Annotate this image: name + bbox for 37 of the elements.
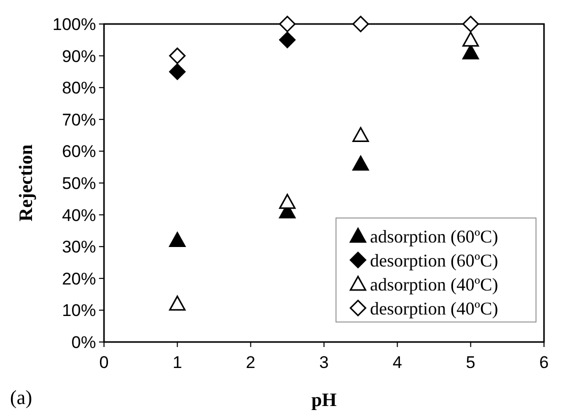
- point: [352, 127, 369, 142]
- x-tick-label: 5: [466, 353, 476, 372]
- y-tick-label: 80%: [62, 78, 96, 98]
- legend-label: desorption (40ºC): [370, 298, 498, 318]
- y-tick-label: 90%: [62, 46, 96, 66]
- y-tick-label: 10%: [62, 301, 96, 320]
- legend-label: adsorption (60ºC): [370, 226, 498, 246]
- x-axis-title: pH: [311, 390, 337, 411]
- point: [279, 194, 296, 209]
- y-tick-label: 50%: [62, 174, 96, 193]
- y-tick-label: 60%: [62, 142, 96, 162]
- point: [169, 296, 186, 311]
- x-tick-label: 1: [172, 353, 182, 372]
- y-tick-label: 20%: [62, 269, 96, 288]
- x-tick-label: 3: [319, 353, 329, 372]
- x-tick-label: 6: [539, 353, 549, 372]
- point: [169, 48, 186, 64]
- y-tick-label: 30%: [62, 238, 96, 257]
- point: [169, 232, 186, 247]
- point: [462, 32, 479, 47]
- legend-label: adsorption (40ºC): [370, 274, 498, 294]
- legend-label: desorption (60ºC): [370, 250, 498, 270]
- y-tick-label: 40%: [62, 206, 96, 225]
- point: [279, 32, 296, 48]
- y-tick-label: 0%: [71, 332, 96, 352]
- point: [352, 156, 369, 171]
- x-tick-label: 4: [392, 353, 402, 372]
- y-tick-label: 70%: [62, 110, 96, 130]
- text: (a): [10, 387, 32, 409]
- y-axis-title: Rejection: [16, 144, 37, 222]
- point: [279, 16, 296, 32]
- y-tick-label: 100%: [52, 14, 96, 34]
- point: [352, 16, 369, 32]
- x-tick-label: 2: [246, 353, 256, 372]
- x-tick-label: 0: [99, 353, 109, 372]
- point: [169, 63, 186, 80]
- point: [462, 16, 479, 32]
